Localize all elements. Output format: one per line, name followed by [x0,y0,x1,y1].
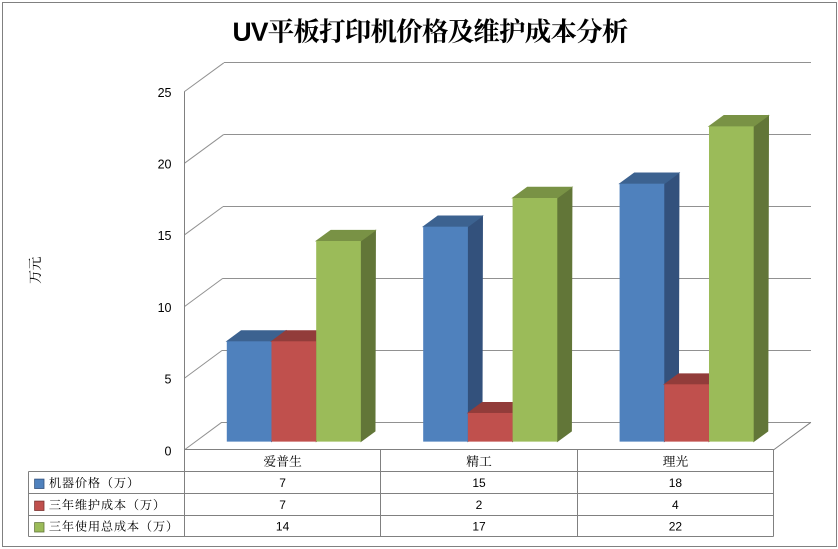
svg-text:2: 2 [476,498,483,512]
svg-text:10: 10 [158,301,172,315]
svg-text:17: 17 [472,519,486,533]
svg-text:0: 0 [165,444,172,458]
svg-text:7: 7 [279,476,286,490]
svg-text:20: 20 [158,158,172,172]
svg-text:5: 5 [165,373,172,387]
svg-text:22: 22 [669,519,683,533]
svg-text:18: 18 [669,476,683,490]
svg-text:25: 25 [158,86,172,100]
svg-text:14: 14 [276,519,290,533]
svg-text:4: 4 [672,498,679,512]
svg-text:15: 15 [472,476,486,490]
svg-text:15: 15 [158,229,172,243]
svg-text:7: 7 [279,498,286,512]
